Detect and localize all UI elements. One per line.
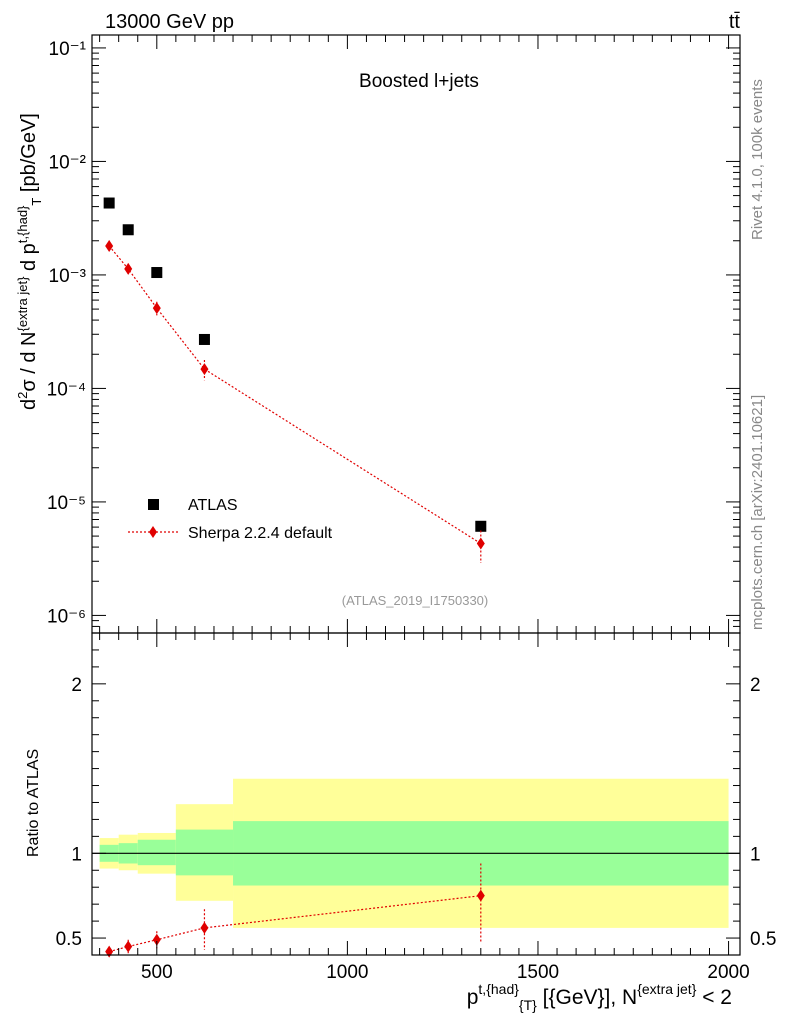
ratio-xlabel: pt,{had}{T} [{GeV}], N{extra jet} < 2	[467, 981, 732, 1013]
xtick-label: 2000	[707, 962, 749, 983]
sherpa-point	[124, 262, 133, 275]
sherpa-point	[476, 537, 485, 550]
xtick-label: 500	[141, 962, 173, 983]
atlas-point	[151, 267, 163, 279]
ratio-ytick-label: 0.5	[56, 929, 82, 950]
ratio-ytick-label-right: 1	[750, 844, 761, 865]
main-ytick-label: 10⁻⁵	[47, 493, 86, 514]
ratio-ytick-label-right: 0.5	[750, 929, 776, 950]
main-ylabel: d2σ / d N{extra jet} d pt,{had}T [pb/GeV…	[15, 113, 44, 410]
stat-unc-band-3	[175, 829, 234, 876]
xtick-label: 1000	[326, 962, 368, 983]
main-ytick-label: 10⁻³	[49, 266, 87, 287]
sherpa-point	[152, 302, 161, 315]
ratio-ytick-label: 1	[71, 844, 82, 865]
xtick-label: 1500	[517, 962, 559, 983]
analysis-label: (ATLAS_2019_I1750330)	[342, 593, 488, 608]
ratio-ytick-label: 2	[71, 675, 82, 696]
ratio-point	[124, 940, 133, 953]
chart-title: Boosted l+jets	[359, 71, 479, 92]
legend-sherpa-label: Sherpa 2.2.4 default	[188, 525, 333, 542]
atlas-point	[475, 520, 487, 532]
main-frame	[91, 34, 741, 634]
ratio-point	[200, 921, 209, 934]
ratio-point	[105, 945, 114, 958]
legend-atlas-label: ATLAS	[188, 497, 238, 514]
ratio-frame	[91, 632, 741, 956]
sherpa-point	[105, 239, 114, 252]
ratio-ylabel: Ratio to ATLAS	[25, 749, 42, 857]
sherpa-line	[108, 245, 482, 545]
ratio-point	[476, 889, 485, 902]
legend-atlas-marker	[148, 499, 159, 510]
atlas-point	[103, 197, 115, 209]
main-ytick-label: 10⁻⁴	[47, 379, 86, 400]
ratio-ytick-label-right: 2	[750, 675, 761, 696]
stat-unc-band-2	[137, 839, 176, 866]
atlas-point	[122, 224, 134, 236]
sherpa-point	[200, 363, 209, 376]
ratio-point	[152, 933, 161, 946]
rivet-label: Rivet 4.1.0, 100k events	[749, 79, 766, 240]
energy-label: 13000 GeV pp	[105, 11, 234, 33]
main-ytick-label: 10⁻¹	[49, 39, 87, 60]
mcplots-label: mcplots.cern.ch [arXiv:2401.10621]	[749, 395, 766, 630]
main-ytick-label: 10⁻²	[49, 152, 87, 173]
process-label: tt̄	[729, 11, 741, 33]
atlas-point	[198, 333, 210, 345]
main-ytick-label: 10⁻⁶	[47, 606, 86, 627]
legend-sherpa-marker	[149, 526, 157, 538]
